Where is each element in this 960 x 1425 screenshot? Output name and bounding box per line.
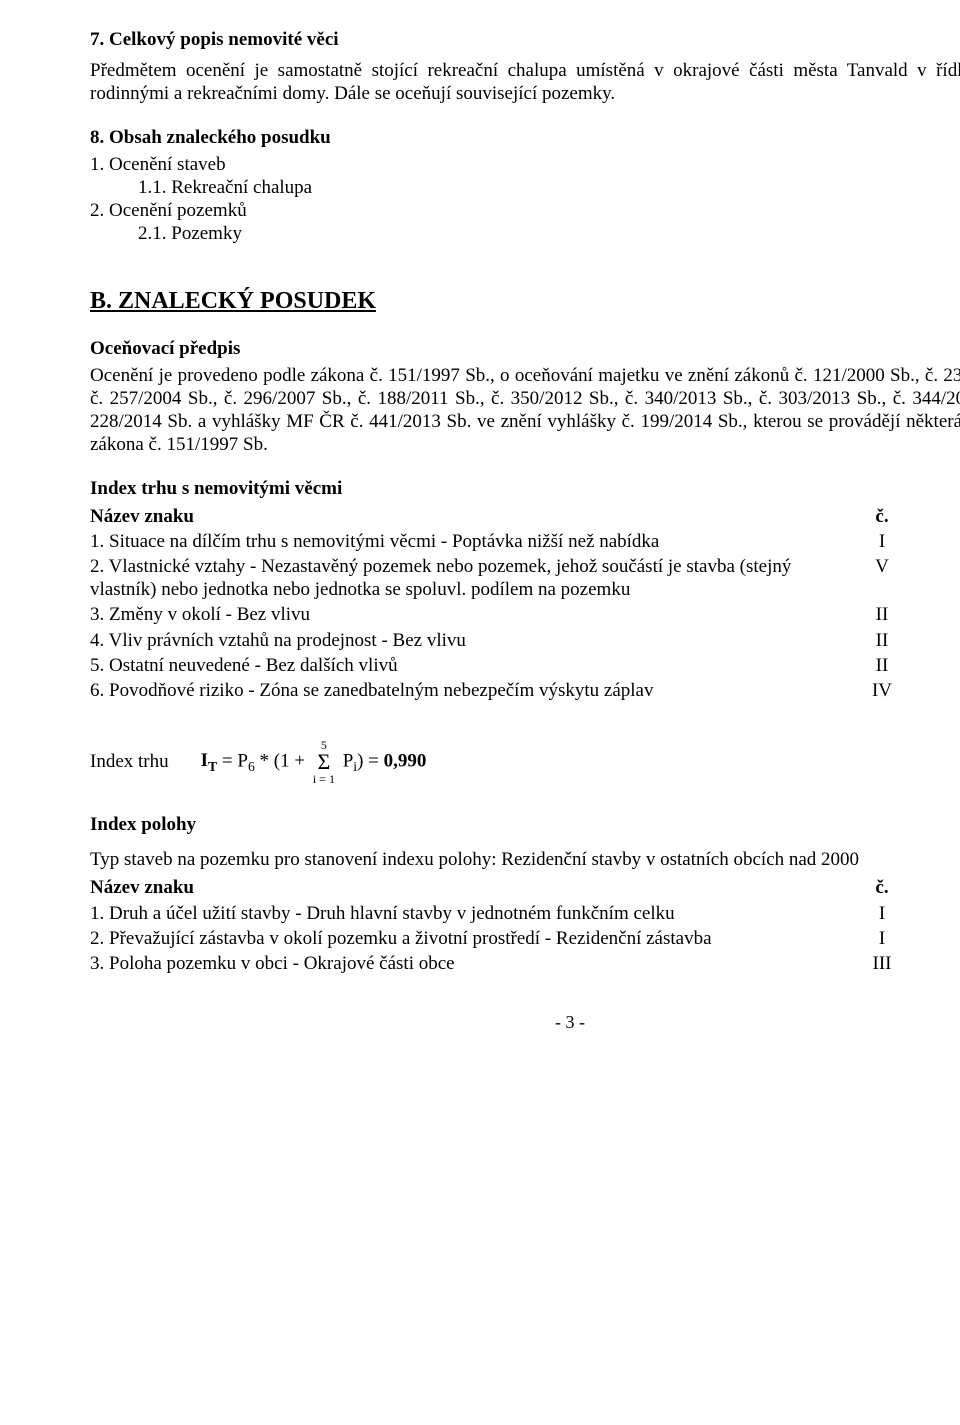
col-header-p: Pi <box>925 875 960 900</box>
sigma-bot: i = 1 <box>313 773 335 785</box>
cell-c: IV <box>839 678 925 703</box>
sigma-icon: 5 Σ i = 1 <box>313 739 335 785</box>
cell-p: -0,05 <box>925 951 960 976</box>
sigma-symbol: Σ <box>317 751 330 773</box>
formula-body: IT = P6 * (1 + 5 Σ i = 1 Pi) = 0,990 <box>201 739 427 785</box>
cell-name: 6. Povodňové riziko - Zóna se zanedbatel… <box>90 678 839 703</box>
cell-name: 4. Vliv právních vztahů na prodejnost - … <box>90 628 839 653</box>
cell-p: 0,00 <box>925 602 960 627</box>
formula-result: 0,990 <box>384 750 427 771</box>
index-trhu-formula: Index trhu IT = P6 * (1 + 5 Σ i = 1 Pi) … <box>90 739 960 785</box>
cell-c: V <box>839 554 925 602</box>
cell-p: 0,00 <box>925 653 960 678</box>
index-trhu-table: Název znaku č. Pi 1. Situace na dílčím t… <box>90 504 960 703</box>
formula-part: I <box>201 750 208 771</box>
index-trhu-heading: Index trhu s nemovitými věcmi <box>90 477 960 500</box>
index-polohy-heading: Index polohy <box>90 813 960 836</box>
cell-name: 1. Druh a účel užití stavby - Druh hlavn… <box>90 901 839 926</box>
table-row: 4. Vliv právních vztahů na prodejnost - … <box>90 628 960 653</box>
col-header-name: Název znaku <box>90 504 839 529</box>
sectionB-sub1: Oceňovací předpis <box>90 337 960 360</box>
cell-c: II <box>839 602 925 627</box>
col-header-p: Pi <box>925 504 960 529</box>
formula-part: = P <box>217 750 248 771</box>
table-row: 2. Vlastnické vztahy - Nezastavěný pozem… <box>90 554 960 602</box>
col-header-c: č. <box>839 504 925 529</box>
index-polohy-table: Název znaku č. Pi 1. Druh a účel užití s… <box>90 875 960 976</box>
table-row: 1. Situace na dílčím trhu s nemovitými v… <box>90 529 960 554</box>
cell-p: 0,04 <box>925 926 960 951</box>
cell-c: I <box>839 901 925 926</box>
section8-item2: 2. Ocenění pozemků <box>90 199 960 222</box>
cell-name: 2. Převažující zástavba v okolí pozemku … <box>90 926 839 951</box>
formula-part: 6 <box>248 759 255 774</box>
table-row: 6. Povodňové riziko - Zóna se zanedbatel… <box>90 678 960 703</box>
table-row: 3. Poloha pozemku v obci - Okrajové část… <box>90 951 960 976</box>
index-polohy-text: Typ staveb na pozemku pro stanovení inde… <box>90 848 960 871</box>
cell-c: I <box>839 529 925 554</box>
formula-label: Index trhu <box>90 750 201 773</box>
section7-title: 7. Celkový popis nemovité věci <box>90 28 960 51</box>
cell-name: 3. Změny v okolí - Bez vlivu <box>90 602 839 627</box>
section8-item2-1: 2.1. Pozemky <box>90 222 960 245</box>
table-row: 3. Změny v okolí - Bez vlivu II 0,00 <box>90 602 960 627</box>
table-row: Název znaku č. Pi <box>90 504 960 529</box>
table-row: Název znaku č. Pi <box>90 875 960 900</box>
sectionB-text: Ocenění je provedeno podle zákona č. 151… <box>90 364 960 457</box>
cell-name: 3. Poloha pozemku v obci - Okrajové část… <box>90 951 839 976</box>
formula-part: ) = <box>357 750 384 771</box>
formula-part: T <box>208 759 217 774</box>
cell-c: I <box>839 926 925 951</box>
section8-item1: 1. Ocenění staveb <box>90 153 960 176</box>
cell-p: 1,00 <box>925 901 960 926</box>
cell-c: II <box>839 653 925 678</box>
cell-name: 5. Ostatní neuvedené - Bez dalších vlivů <box>90 653 839 678</box>
formula-part: P <box>338 750 353 771</box>
cell-p: 1,00 <box>925 678 960 703</box>
sectionB-title: B. ZNALECKÝ POSUDEK <box>90 287 960 316</box>
cell-name: 1. Situace na dílčím trhu s nemovitými v… <box>90 529 839 554</box>
page-number: - 3 - <box>90 1012 960 1034</box>
cell-c: III <box>839 951 925 976</box>
table-row: 2. Převažující zástavba v okolí pozemku … <box>90 926 960 951</box>
table-row: 1. Druh a účel užití stavby - Druh hlavn… <box>90 901 960 926</box>
cell-p: -0,01 <box>925 529 960 554</box>
col-header-c: č. <box>839 875 925 900</box>
col-header-name: Název znaku <box>90 875 839 900</box>
cell-name: 2. Vlastnické vztahy - Nezastavěný pozem… <box>90 554 839 602</box>
cell-p: 0,00 <box>925 628 960 653</box>
table-row: 5. Ostatní neuvedené - Bez dalších vlivů… <box>90 653 960 678</box>
cell-p: 0,00 <box>925 554 960 602</box>
section8-title: 8. Obsah znaleckého posudku <box>90 126 960 149</box>
section7-text: Předmětem ocenění je samostatně stojící … <box>90 59 960 105</box>
section8-item1-1: 1.1. Rekreační chalupa <box>90 176 960 199</box>
cell-c: II <box>839 628 925 653</box>
formula-part: * (1 + <box>255 750 310 771</box>
